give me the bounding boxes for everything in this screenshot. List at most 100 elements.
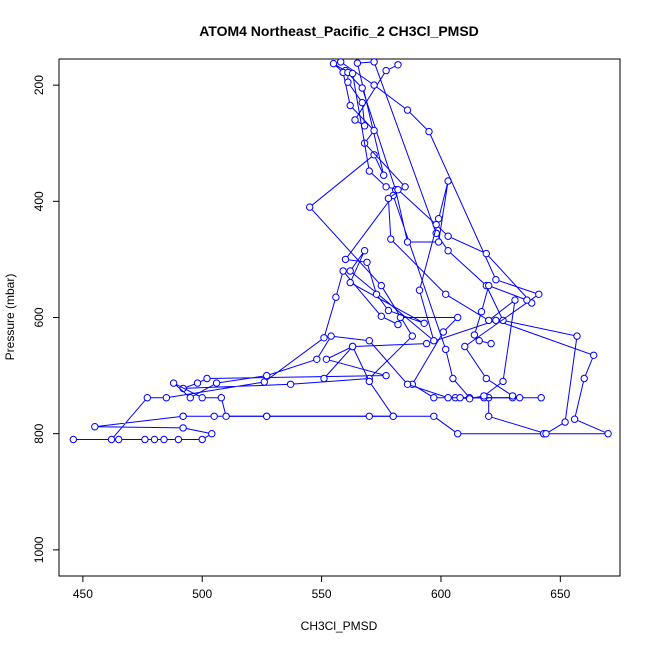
data-point: [358, 98, 366, 107]
data-point: [346, 267, 354, 275]
data-point: [348, 69, 357, 78]
data-point: [91, 423, 99, 431]
data-point: [422, 339, 431, 348]
data-point: [535, 290, 543, 298]
axes-layer: 450 500 550 600 650 200 400 600 800 1000: [32, 75, 571, 601]
y-tick-label: 400: [32, 191, 46, 211]
x-tick-label: 500: [192, 587, 212, 601]
data-point: [542, 430, 550, 438]
data-point: [260, 378, 268, 386]
data-point: [210, 412, 218, 420]
data-point: [475, 337, 483, 345]
data-point: [332, 293, 340, 301]
data-point: [346, 278, 354, 287]
data-point: [415, 286, 424, 294]
data-point: [394, 320, 402, 329]
data-point: [179, 424, 187, 432]
data-point: [561, 418, 569, 426]
data-point: [365, 167, 373, 175]
data-point: [370, 58, 378, 66]
data-point: [444, 232, 452, 240]
data-point: [430, 337, 438, 345]
data-point: [351, 116, 359, 124]
data-point: [198, 394, 206, 402]
y-tick-label: 200: [32, 75, 46, 95]
data-point: [384, 194, 393, 203]
data-point: [69, 435, 78, 444]
data-point: [370, 81, 378, 89]
data-point: [461, 342, 469, 351]
data-point: [358, 84, 366, 92]
data-point: [346, 101, 354, 110]
data-point: [313, 355, 321, 363]
data-point: [499, 377, 507, 386]
data-point: [162, 394, 171, 402]
data-point: [365, 412, 373, 420]
data-point: [382, 371, 390, 380]
data-point: [389, 412, 397, 420]
data-point: [508, 392, 517, 400]
data-point: [485, 281, 493, 290]
data-point: [434, 238, 443, 246]
data-point: [444, 247, 452, 255]
data-point: [222, 412, 230, 420]
data-point: [143, 394, 152, 402]
data-point: [604, 430, 612, 438]
data-point: [115, 435, 123, 444]
data-point: [160, 435, 168, 444]
y-tick-label: 1000: [32, 536, 46, 563]
data-point: [480, 392, 488, 400]
series-layer: [69, 58, 612, 444]
data-point: [363, 258, 371, 266]
series-4: [348, 69, 536, 348]
data-point: [382, 66, 390, 75]
data-point: [174, 435, 183, 444]
data-point: [382, 183, 390, 191]
data-point: [492, 316, 500, 325]
data-point: [186, 394, 195, 402]
data-point: [365, 377, 373, 386]
data-point: [322, 355, 331, 363]
data-point: [286, 380, 295, 388]
data-point: [169, 379, 178, 387]
y-tick-label: 800: [32, 423, 46, 443]
data-point: [454, 430, 462, 438]
data-point: [380, 171, 388, 179]
data-point: [344, 78, 352, 86]
data-point: [370, 126, 378, 135]
y-axis-label: Pressure (mbar): [3, 274, 17, 361]
data-point: [590, 351, 598, 359]
data-point: [449, 374, 457, 383]
x-tick-label: 650: [550, 587, 570, 601]
data-point: [408, 332, 416, 340]
data-point: [516, 394, 524, 402]
data-point: [193, 379, 202, 387]
y-tick-label: 600: [32, 307, 46, 327]
data-point: [439, 328, 447, 336]
data-point: [365, 337, 373, 345]
data-point: [198, 435, 206, 444]
data-point: [465, 395, 474, 403]
data-point: [537, 394, 545, 402]
data-point: [353, 59, 362, 67]
data-point: [492, 276, 500, 284]
data-point: [107, 435, 116, 444]
data-point: [523, 296, 531, 304]
data-point: [377, 312, 385, 320]
data-point: [401, 183, 409, 191]
data-point: [263, 371, 271, 380]
data-point: [573, 332, 581, 340]
data-point: [477, 308, 486, 316]
data-point: [511, 296, 519, 304]
data-point: [430, 412, 438, 420]
data-point: [570, 415, 579, 423]
data-point: [485, 316, 493, 325]
data-point: [370, 151, 378, 159]
data-point: [470, 331, 479, 339]
data-point: [208, 430, 216, 438]
data-point: [306, 203, 314, 211]
data-point: [580, 374, 588, 383]
x-tick-label: 450: [73, 587, 93, 601]
data-point: [150, 435, 159, 444]
